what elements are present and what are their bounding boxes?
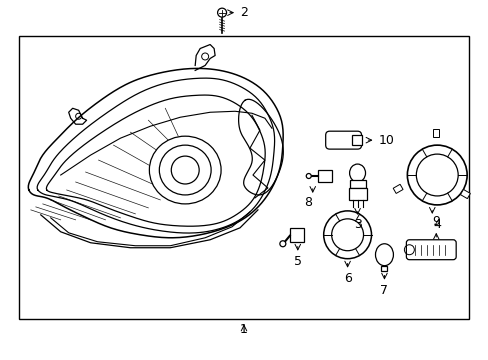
- Text: 4: 4: [432, 218, 440, 231]
- Text: 2: 2: [240, 6, 247, 19]
- Bar: [317, 170, 331, 182]
- Text: 6: 6: [343, 272, 351, 285]
- Bar: [392, 184, 402, 193]
- Circle shape: [279, 241, 285, 247]
- Text: 5: 5: [293, 255, 301, 268]
- Bar: [432, 129, 438, 137]
- Bar: [19, 36, 468, 319]
- Text: 1: 1: [240, 323, 247, 336]
- Bar: [289, 228, 303, 242]
- Bar: [349, 180, 365, 188]
- Circle shape: [305, 174, 310, 179]
- Text: 7: 7: [380, 284, 387, 297]
- Ellipse shape: [149, 136, 221, 204]
- Bar: [381, 266, 386, 271]
- Ellipse shape: [349, 164, 365, 182]
- Bar: [351, 135, 361, 145]
- Bar: [348, 188, 366, 200]
- Text: 9: 9: [431, 215, 439, 228]
- FancyBboxPatch shape: [406, 240, 455, 260]
- Text: 8: 8: [303, 197, 311, 210]
- FancyBboxPatch shape: [325, 131, 361, 149]
- Text: 10: 10: [378, 134, 393, 147]
- Bar: [460, 189, 469, 199]
- Text: 3: 3: [353, 218, 361, 231]
- Ellipse shape: [375, 244, 393, 266]
